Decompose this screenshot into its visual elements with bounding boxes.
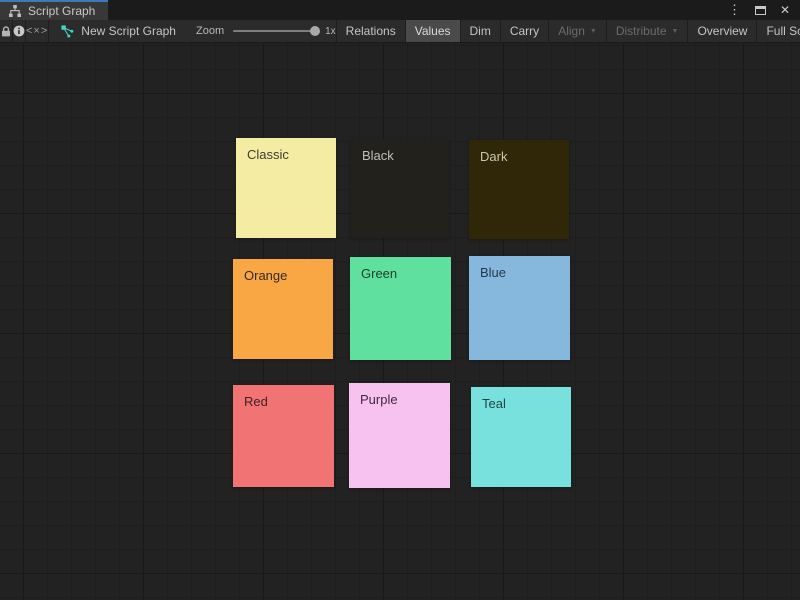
sticky-note-green[interactable]: Green [350, 257, 451, 360]
toolbar-button-group: Relations Values Dim Carry Align ▼ Distribute ▼… [335, 20, 800, 42]
sticky-note-title: Classic [247, 147, 289, 162]
sticky-note-blue[interactable]: Blue [469, 256, 570, 360]
sticky-note-black[interactable]: Black [351, 139, 449, 238]
toolbar-button-overview[interactable]: Overview [687, 20, 756, 42]
toolbar-button-label: Dim [469, 24, 491, 38]
lock-button[interactable] [0, 20, 13, 42]
sticky-note-title: Teal [482, 396, 506, 411]
sticky-note-title: Orange [244, 268, 288, 283]
sticky-note-title: Black [362, 148, 394, 163]
toolbar-button-values[interactable]: Values [404, 20, 460, 42]
toolbar-button-label: Relations [345, 24, 396, 38]
sticky-note-title: Green [361, 266, 398, 281]
toolbar-button-carry[interactable]: Carry [499, 20, 548, 42]
zoom-slider[interactable] [233, 26, 321, 36]
script-graph-icon [61, 24, 74, 37]
info-button[interactable] [13, 20, 26, 42]
toolbar-button-full-screen[interactable]: Full Screen [756, 20, 800, 42]
toolbar-button-label: Values [414, 24, 451, 38]
tab-script-graph[interactable]: Script Graph [0, 0, 108, 20]
code-view-button[interactable]: <×> [26, 20, 50, 42]
chevron-down-icon: ▼ [671, 27, 679, 35]
sticky-note-orange[interactable]: Orange [233, 259, 333, 359]
lock-icon [2, 25, 10, 36]
zoom-value: 1x [325, 25, 336, 37]
toolbar-button-label: Overview [697, 24, 748, 38]
toolbar-button-label: Distribute [615, 24, 667, 38]
toolbar-button-label: Full Screen [766, 24, 800, 38]
sticky-note-teal[interactable]: Teal [471, 387, 571, 487]
graph-name: New Script Graph [81, 24, 176, 38]
zoom-label: Zoom [195, 25, 225, 37]
toolbar-button-align[interactable]: Align ▼ [548, 20, 606, 42]
graph-toolbar: <×> New Script Graph Zoom 1x Relations Va… [0, 20, 800, 43]
sticky-note-title: Purple [360, 392, 398, 407]
graph-hierarchy-icon [9, 5, 21, 17]
chevron-down-icon: ▼ [589, 27, 597, 35]
tab-bar: Script Graph ⋮ ✕ [0, 0, 800, 20]
close-icon[interactable]: ✕ [779, 3, 790, 17]
zoom-slider-handle[interactable] [310, 26, 321, 36]
info-icon [13, 25, 25, 37]
toolbar-button-label: Align [558, 24, 585, 38]
toolbar-button-dim[interactable]: Dim [459, 20, 500, 42]
sticky-note-purple[interactable]: Purple [349, 383, 450, 488]
toolbar-button-label: Carry [509, 24, 540, 38]
tab-title: Script Graph [28, 4, 96, 18]
window-menu-icon[interactable]: ⋮ [727, 2, 741, 17]
toolbar-button-relations[interactable]: Relations [335, 20, 405, 42]
window-controls: ⋮ ✕ [728, 0, 800, 20]
code-view-label: <×> [26, 25, 49, 37]
sticky-note-title: Red [244, 394, 268, 409]
sticky-note-dark[interactable]: Dark [469, 140, 569, 239]
sticky-note-classic[interactable]: Classic [236, 138, 336, 238]
maximize-icon[interactable] [754, 5, 766, 15]
zoom-control: Zoom 1x [196, 20, 336, 42]
sticky-note-red[interactable]: Red [233, 385, 334, 487]
graph-canvas[interactable]: Classic Black Dark Orange Green Blue Red Purple… [0, 43, 800, 600]
graph-title-area: New Script Graph [49, 20, 188, 42]
toolbar-button-distribute[interactable]: Distribute ▼ [605, 20, 688, 42]
sticky-note-title: Dark [480, 149, 508, 164]
sticky-note-title: Blue [480, 265, 507, 280]
